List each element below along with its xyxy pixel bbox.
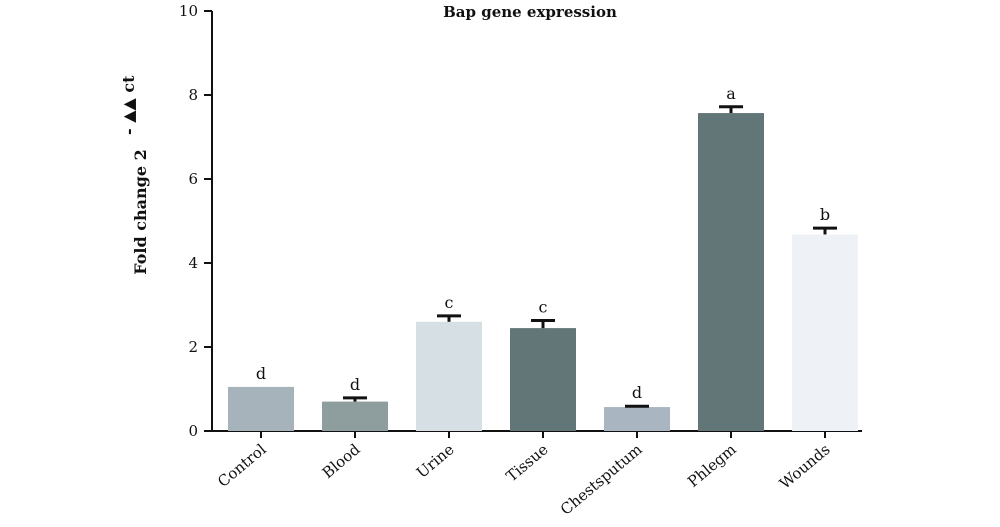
significance-letter: d [350, 375, 360, 394]
significance-letter: c [445, 293, 454, 312]
bar [510, 328, 576, 431]
y-axis-label-superscript: - ▲▲ ct [119, 75, 138, 135]
bar [604, 407, 670, 431]
x-tick-label: Control [214, 440, 270, 491]
significance-letter: b [820, 205, 830, 224]
y-axis-label: Fold change 2 [131, 149, 150, 274]
y-axis-label-group: Fold change 2 - ▲▲ ct [119, 75, 150, 275]
chart-title: Bap gene expression [443, 3, 617, 21]
y-tick-label: 8 [188, 86, 198, 104]
significance-letter: c [539, 298, 548, 317]
bar [228, 386, 294, 431]
bar [792, 234, 858, 431]
bars [228, 105, 858, 431]
y-tick-label: 2 [188, 338, 198, 356]
x-tick-label: Tissue [503, 440, 552, 485]
y-tick-label: 10 [179, 2, 198, 20]
x-tick-label: Blood [319, 440, 364, 482]
x-tick-label: Chestsputum [557, 440, 646, 518]
significance-letter: a [726, 84, 736, 103]
x-tick-label: Phlegm [684, 440, 739, 491]
bar [416, 321, 482, 431]
y-tick-label: 4 [188, 254, 198, 272]
significance-letter: d [632, 383, 642, 402]
y-tick-label: 0 [188, 422, 198, 440]
bar [322, 401, 388, 431]
y-tick-label: 6 [188, 170, 198, 188]
bar [698, 113, 764, 431]
x-tick-label: Urine [413, 440, 458, 482]
significance-letter: d [256, 364, 266, 383]
x-tick-label: Wounds [776, 440, 834, 492]
